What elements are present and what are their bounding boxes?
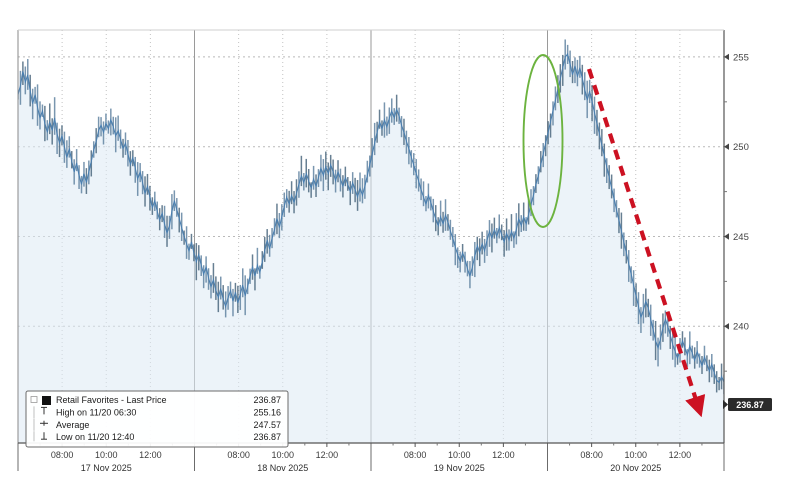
legend-rows: Retail Favorites - Last Price 236.87High … — [30, 395, 281, 442]
day-label: 20 Nov 2025 — [610, 463, 661, 473]
day-label: 18 Nov 2025 — [257, 463, 308, 473]
x-tick-label: 12:00 — [139, 450, 162, 460]
price-line — [18, 52, 724, 384]
x-tick-label: 12:00 — [316, 450, 339, 460]
y-tick-label: 240 — [733, 322, 749, 333]
x-tick-label: 08:00 — [51, 450, 74, 460]
day-label: 19 Nov 2025 — [434, 463, 485, 473]
x-tick-label: 12:00 — [492, 450, 515, 460]
legend-row: Retail Favorites - Last Price 236.87 — [30, 395, 281, 405]
x-tick-label: 10:00 — [271, 450, 294, 460]
y-tick-label: 255 — [733, 52, 749, 63]
legend-value: 255.16 — [253, 407, 281, 417]
x-tick-label: 08:00 — [404, 450, 427, 460]
x-tick-label: 10:00 — [624, 450, 647, 460]
legend-label: Average — [56, 420, 89, 430]
x-axis-ticks: 08:00 10:00 12:00 08:00 10:00 12:00 08:00 10:00… — [39, 443, 703, 460]
legend-label: Low on 11/20 12:40 — [56, 432, 134, 442]
x-tick-label: 10:00 — [95, 450, 118, 460]
y-tick-label: 250 — [733, 142, 749, 153]
x-tick-label: 12:00 — [669, 450, 692, 460]
legend-value: 247.57 — [253, 420, 281, 430]
price-tag-text: 236.87 — [736, 400, 764, 410]
x-tick-label: 10:00 — [448, 450, 471, 460]
legend-box[interactable]: Retail Favorites - Last Price 236.87High … — [25, 390, 289, 448]
day-label: 17 Nov 2025 — [81, 463, 132, 473]
legend-border — [25, 390, 289, 448]
legend-value: 236.87 — [253, 432, 281, 442]
spike-highlight-ellipse — [522, 54, 564, 228]
legend-row: Low on 11/20 12:40 236.87 — [33, 431, 281, 442]
price-tag-badge: 236.87 — [723, 398, 772, 411]
y-tick-label: 245 — [733, 232, 749, 243]
legend-label: Retail Favorites - Last Price — [56, 395, 167, 405]
legend-value: 236.87 — [253, 395, 281, 405]
y-axis-ticks: 240 245 250 255 — [724, 52, 749, 372]
legend-row: Average 247.57 — [33, 418, 281, 431]
x-tick-label: 08:00 — [227, 450, 250, 460]
x-tick-label: 08:00 — [580, 450, 603, 460]
legend-label: High on 11/20 06:30 — [56, 407, 136, 417]
day-labels: 17 Nov 2025 18 Nov 2025 19 Nov 2025 20 Nov … — [81, 463, 662, 473]
price-area-fill — [18, 54, 724, 443]
downtrend-arrow — [587, 68, 706, 418]
legend-row: High on 11/20 06:30 255.16 — [33, 406, 281, 419]
